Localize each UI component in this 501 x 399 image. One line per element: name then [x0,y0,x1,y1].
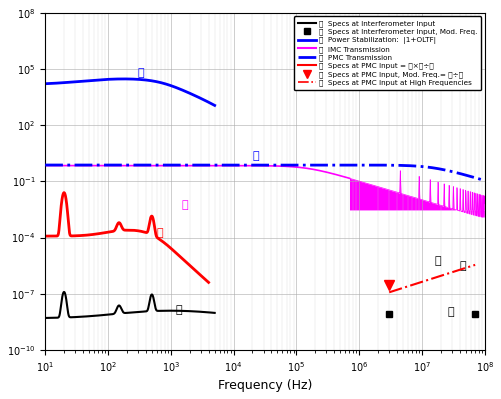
Text: ⓑ: ⓑ [447,307,454,318]
Text: ⓗ: ⓗ [460,261,466,271]
Text: ⓐ: ⓐ [176,305,182,315]
Text: ⓖ: ⓖ [435,256,441,266]
Legend: ⓐ  Specs at Interferometer Input, ⓑ  Specs at Interferometer Input, Mod. Freq., : ⓐ Specs at Interferometer Input, ⓑ Specs… [294,16,481,90]
Text: ⓕ: ⓕ [157,228,163,238]
X-axis label: Frequency (Hz): Frequency (Hz) [218,379,312,392]
Text: ⓒ: ⓒ [138,69,145,79]
Text: ⓔ: ⓔ [253,151,259,161]
Text: ⓓ: ⓓ [182,200,188,209]
